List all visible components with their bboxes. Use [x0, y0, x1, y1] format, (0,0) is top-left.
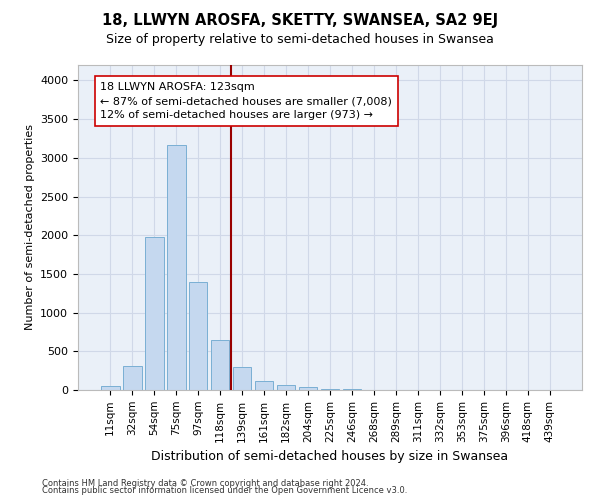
Bar: [277, 385, 295, 390]
Bar: [189, 282, 208, 390]
Text: Contains HM Land Registry data © Crown copyright and database right 2024.: Contains HM Land Registry data © Crown c…: [42, 478, 368, 488]
Bar: [145, 237, 164, 390]
Text: 18 LLWYN AROSFA: 123sqm
← 87% of semi-detached houses are smaller (7,008)
12% of: 18 LLWYN AROSFA: 123sqm ← 87% of semi-de…: [100, 82, 392, 120]
X-axis label: Distribution of semi-detached houses by size in Swansea: Distribution of semi-detached houses by …: [151, 450, 509, 463]
Text: 18, LLWYN AROSFA, SKETTY, SWANSEA, SA2 9EJ: 18, LLWYN AROSFA, SKETTY, SWANSEA, SA2 9…: [102, 12, 498, 28]
Bar: [101, 386, 119, 390]
Bar: [123, 366, 142, 390]
Bar: [233, 367, 251, 390]
Bar: [167, 146, 185, 390]
Bar: [255, 381, 274, 390]
Bar: [211, 340, 229, 390]
Bar: [320, 389, 340, 390]
Bar: [299, 386, 317, 390]
Text: Size of property relative to semi-detached houses in Swansea: Size of property relative to semi-detach…: [106, 32, 494, 46]
Text: Contains public sector information licensed under the Open Government Licence v3: Contains public sector information licen…: [42, 486, 407, 495]
Y-axis label: Number of semi-detached properties: Number of semi-detached properties: [25, 124, 35, 330]
